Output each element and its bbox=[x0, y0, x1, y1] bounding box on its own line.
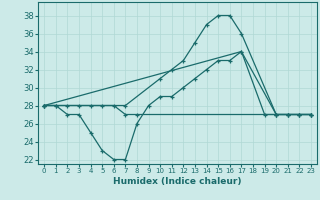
X-axis label: Humidex (Indice chaleur): Humidex (Indice chaleur) bbox=[113, 177, 242, 186]
